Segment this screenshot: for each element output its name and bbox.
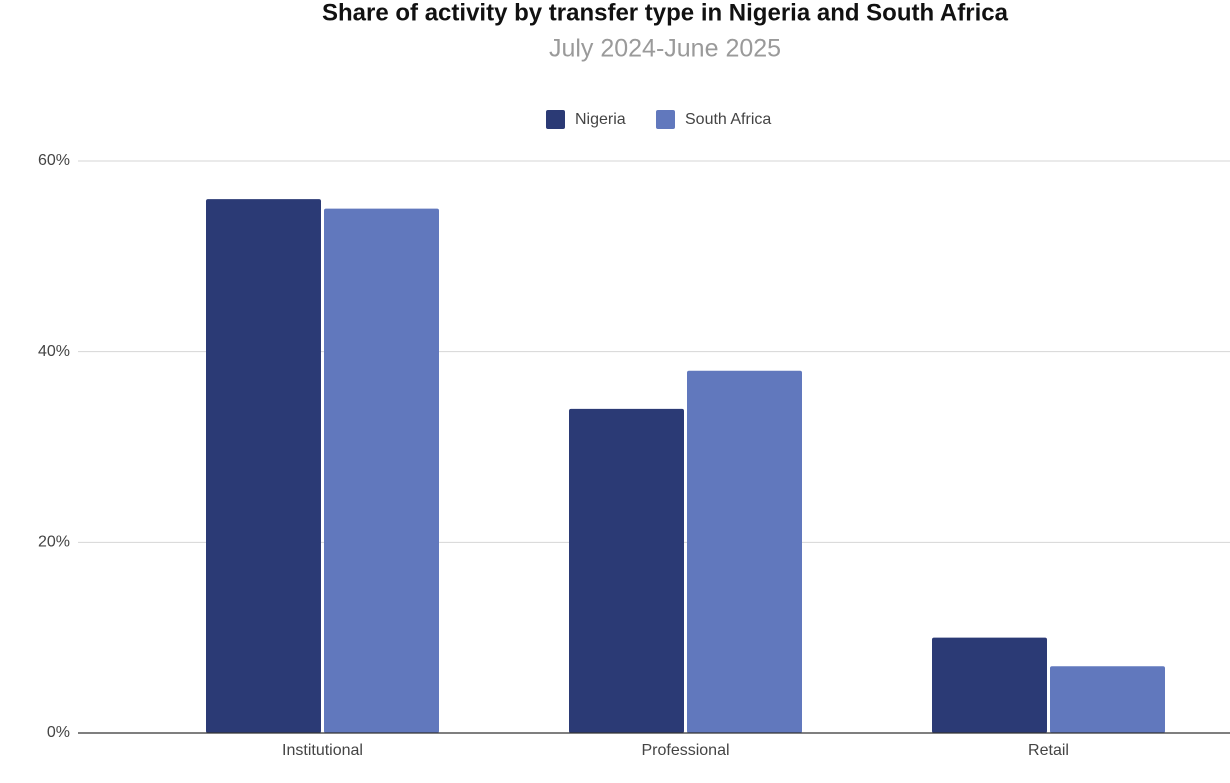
legend-label: South Africa xyxy=(685,111,771,128)
bar xyxy=(206,199,321,734)
y-tick-label: 0% xyxy=(47,724,70,741)
bar xyxy=(569,408,684,733)
legend-swatch xyxy=(656,110,675,129)
y-tick-label: 60% xyxy=(38,152,70,169)
bar xyxy=(324,208,439,733)
x-tick-label: Institutional xyxy=(282,742,363,759)
x-tick-label: Professional xyxy=(641,742,729,759)
bar xyxy=(932,637,1047,733)
y-tick-label: 20% xyxy=(38,534,70,551)
bar xyxy=(1050,666,1165,733)
bar xyxy=(687,370,802,733)
chart-title: Share of activity by transfer type in Ni… xyxy=(322,0,1009,26)
legend-label: Nigeria xyxy=(575,111,626,128)
chart-subtitle: July 2024-June 2025 xyxy=(549,35,781,63)
x-tick-label: Retail xyxy=(1028,742,1069,759)
legend-swatch xyxy=(546,110,565,129)
y-tick-label: 40% xyxy=(38,343,70,360)
